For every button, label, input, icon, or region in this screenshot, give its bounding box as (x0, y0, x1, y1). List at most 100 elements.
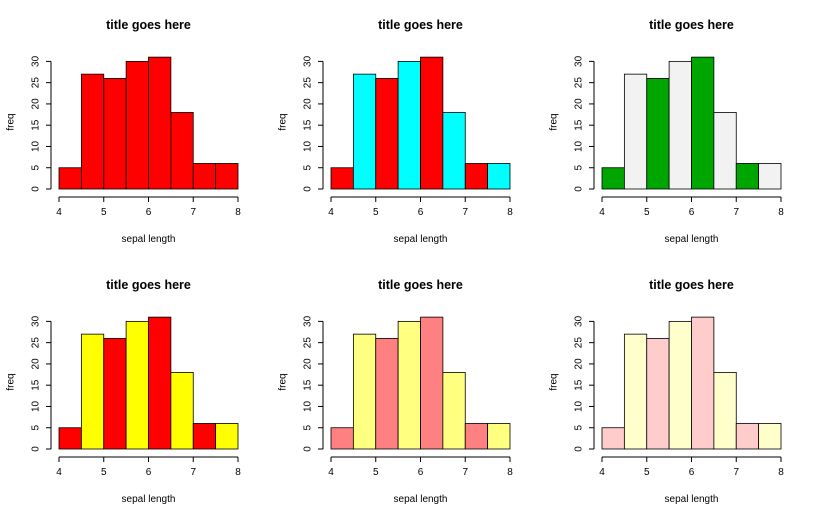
y-tick-label: 10 (31, 140, 42, 152)
histogram-bar (125, 60, 149, 190)
panel-title: title goes here (106, 18, 191, 32)
x-tick-label: 4 (56, 467, 62, 478)
y-axis-label: freq (278, 113, 289, 130)
histogram-bar (668, 320, 692, 450)
panel-title: title goes here (378, 278, 463, 292)
y-tick-label: 15 (574, 119, 585, 131)
x-axis-label: sepal length (122, 234, 176, 245)
y-tick-label: 5 (31, 425, 42, 431)
y-tick-label: 30 (31, 55, 42, 67)
y-tick-label: 0 (31, 186, 42, 192)
histogram-bar (215, 423, 239, 450)
histogram-bar (420, 56, 444, 190)
panel-title: title goes here (106, 278, 191, 292)
histogram-bar (487, 423, 511, 450)
x-tick-label: 4 (328, 207, 334, 218)
histogram-bar (125, 320, 149, 450)
x-tick-label: 4 (599, 467, 605, 478)
y-tick-label: 10 (574, 400, 585, 412)
histogram-bar (330, 427, 354, 450)
x-tick-label: 6 (689, 207, 695, 218)
y-tick-label: 20 (303, 98, 314, 110)
histogram-bar (668, 60, 692, 190)
histogram-bar (691, 316, 715, 450)
histogram-bar (758, 163, 782, 190)
histogram-bar (170, 372, 194, 450)
y-tick-label: 15 (31, 119, 42, 131)
y-axis-label: freq (6, 373, 17, 390)
y-tick-label: 30 (574, 55, 585, 67)
histogram-bar (646, 77, 670, 190)
histogram-bar (691, 56, 715, 190)
y-tick-label: 10 (31, 400, 42, 412)
y-tick-label: 30 (303, 55, 314, 67)
x-tick-label: 6 (146, 467, 152, 478)
y-tick-label: 25 (303, 77, 314, 89)
y-tick-label: 0 (574, 186, 585, 192)
y-tick-label: 20 (574, 98, 585, 110)
y-tick-label: 15 (303, 119, 314, 131)
y-tick-label: 0 (574, 446, 585, 452)
histogram-bar (80, 73, 105, 190)
histogram-panel: title goes here 4 5 6 7 8 0 5 10 15 20 25 30 sepal le… (6, 278, 242, 505)
x-tick-label: 8 (507, 467, 513, 478)
histogram-bar (192, 423, 217, 450)
histogram-bar (375, 337, 399, 450)
y-axis-label: freq (6, 113, 17, 130)
y-tick-label: 25 (574, 337, 585, 349)
x-tick-label: 6 (146, 207, 152, 218)
histogram-panel: title goes here 4 5 6 7 8 0 5 10 15 20 25 30 sepal le… (549, 18, 785, 245)
histogram-bar (352, 333, 377, 450)
x-tick-label: 5 (101, 207, 107, 218)
histogram-panel: title goes here 4 5 6 7 8 0 5 10 15 20 25 30 sepal le… (278, 278, 514, 505)
y-tick-label: 20 (31, 98, 42, 110)
x-axis-label: sepal length (394, 234, 448, 245)
histogram-bar (352, 73, 377, 190)
histogram-bar (713, 112, 737, 190)
y-tick-label: 25 (574, 77, 585, 89)
panel-title: title goes here (649, 278, 734, 292)
x-tick-label: 8 (507, 207, 513, 218)
histogram-bar (464, 423, 489, 450)
histogram-bar (192, 163, 217, 190)
histogram-bar (58, 427, 82, 450)
y-tick-label: 5 (303, 165, 314, 171)
histogram-bar (170, 112, 194, 190)
x-tick-label: 4 (599, 207, 605, 218)
x-axis-label: sepal length (122, 494, 176, 505)
x-tick-label: 8 (235, 207, 241, 218)
histogram-panel: title goes here 4 5 6 7 8 0 5 10 15 20 25 30 sepal le… (6, 18, 242, 245)
y-tick-label: 20 (303, 358, 314, 370)
x-axis-label: sepal length (394, 494, 448, 505)
x-tick-label: 8 (778, 467, 784, 478)
x-tick-label: 5 (373, 207, 379, 218)
histogram-bar (58, 167, 82, 190)
x-axis-label: sepal length (665, 494, 719, 505)
x-tick-label: 6 (418, 467, 424, 478)
histogram-panel: title goes here 4 5 6 7 8 0 5 10 15 20 25 30 sepal le… (549, 278, 785, 505)
x-tick-label: 7 (190, 467, 196, 478)
x-tick-label: 7 (190, 207, 196, 218)
histogram-bar (623, 333, 648, 450)
y-tick-label: 20 (31, 358, 42, 370)
histogram-bar (397, 60, 421, 190)
x-axis-label: sepal length (665, 234, 719, 245)
histogram-bar (148, 56, 172, 190)
histogram-bar (148, 316, 172, 450)
x-tick-label: 8 (235, 467, 241, 478)
histogram-bar (103, 337, 127, 450)
panel-title: title goes here (649, 18, 734, 32)
y-tick-label: 15 (303, 379, 314, 391)
y-tick-label: 10 (303, 400, 314, 412)
histogram-bar (442, 372, 466, 450)
x-tick-label: 5 (373, 467, 379, 478)
y-tick-label: 10 (574, 140, 585, 152)
y-tick-label: 20 (574, 358, 585, 370)
y-tick-label: 25 (31, 337, 42, 349)
panel-title: title goes here (378, 18, 463, 32)
x-tick-label: 4 (328, 467, 334, 478)
x-tick-label: 7 (462, 467, 468, 478)
x-tick-label: 5 (644, 207, 650, 218)
histogram-bar (758, 423, 782, 450)
